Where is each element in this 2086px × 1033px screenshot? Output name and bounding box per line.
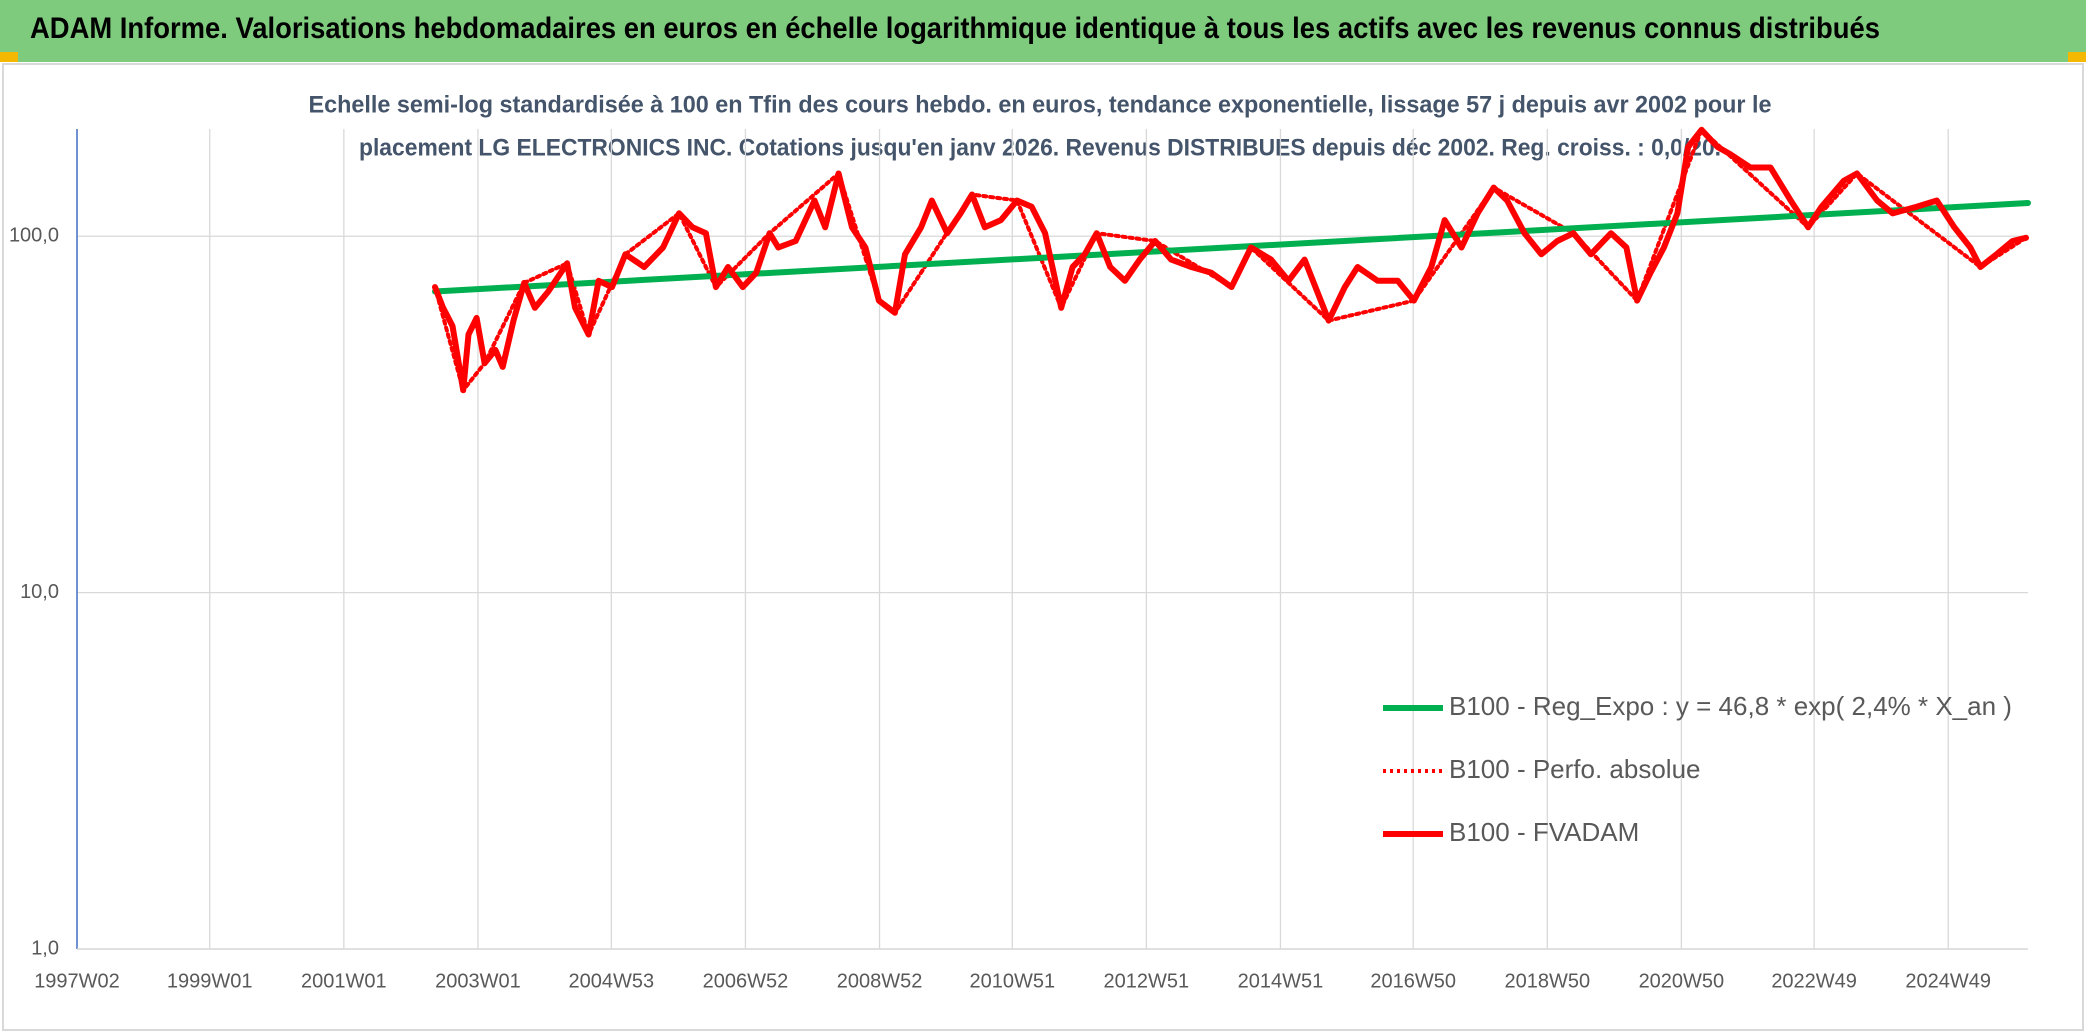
x-tick-label: 2016W50 [1370, 970, 1456, 992]
x-tick-label: 2024W49 [1905, 970, 1991, 992]
x-tick-label: 2012W51 [1104, 970, 1190, 992]
x-tick-label: 2020W50 [1639, 970, 1725, 992]
header-bar [0, 0, 2086, 62]
corner-mark [0, 52, 18, 62]
series-line [432, 200, 2031, 295]
x-tick-label: 1997W02 [34, 970, 120, 992]
y-tick-label: 10,0 [20, 581, 59, 603]
legend-label: B100 - FVADAM [1449, 817, 1639, 847]
chart-title: ADAM Informe. Valorisations hebdomadaire… [30, 12, 1880, 45]
x-tick-label: 1999W01 [167, 970, 253, 992]
x-tick-label: 2010W51 [969, 970, 1055, 992]
y-tick-label: 100,0 [9, 225, 59, 247]
x-tick-label: 2008W52 [837, 970, 923, 992]
legend-label: B100 - Perfo. absolue [1449, 754, 1701, 784]
legend-label: B100 - Reg_Expo : y = 46,8 * exp( 2,4% *… [1449, 691, 2012, 721]
x-tick-label: 2001W01 [301, 970, 387, 992]
x-tick-label: 2014W51 [1238, 970, 1324, 992]
y-tick-label: 1,0 [31, 937, 59, 959]
corner-mark [2068, 52, 2086, 62]
x-tick-label: 2018W50 [1504, 970, 1590, 992]
chart-subtitle: placement LG ELECTRONICS INC. Cotations … [359, 134, 1721, 161]
series-line [432, 126, 2029, 394]
chart-frame [2, 63, 2084, 1031]
x-tick-label: 2022W49 [1771, 970, 1857, 992]
x-tick-label: 2003W01 [435, 970, 521, 992]
x-tick-label: 2004W53 [569, 970, 655, 992]
x-tick-label: 2006W52 [703, 970, 789, 992]
chart-subtitle: Echelle semi-log standardisée à 100 en T… [309, 91, 1772, 118]
